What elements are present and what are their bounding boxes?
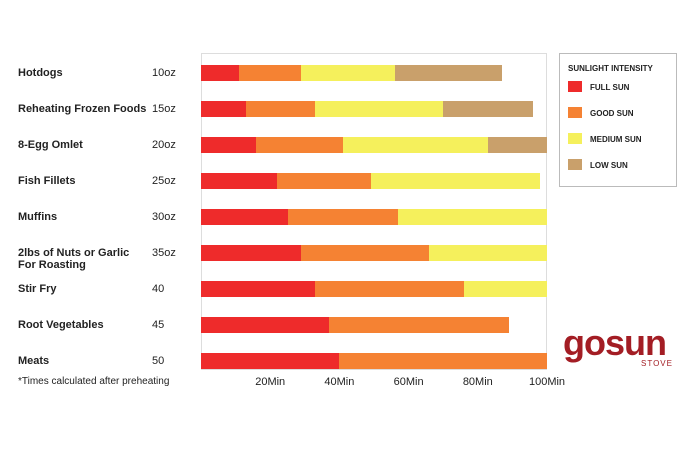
x-tick-label: 100Min	[528, 376, 566, 388]
bar-segment	[301, 65, 395, 81]
weight-label: 30oz	[152, 211, 176, 223]
bar-segment	[201, 137, 257, 153]
weight-label: 50	[152, 355, 165, 367]
bar-segment	[329, 317, 509, 333]
bar-segment	[443, 101, 534, 117]
bar-segment	[256, 137, 343, 153]
legend-swatch	[568, 159, 582, 170]
bar-segment	[398, 209, 547, 225]
legend-label: MEDIUM SUN	[590, 135, 642, 144]
bar-segment	[245, 101, 316, 117]
bar-segment	[201, 353, 340, 369]
weight-label: 25oz	[152, 175, 176, 187]
weight-label: 40	[152, 283, 165, 295]
bar-segment	[201, 317, 330, 333]
weight-label: 35oz	[152, 247, 176, 259]
legend-item: MEDIUM SUN	[568, 133, 642, 144]
bar-segment	[315, 101, 444, 117]
legend-swatch	[568, 133, 582, 144]
bar-segment	[301, 245, 430, 261]
legend-item: LOW SUN	[568, 159, 628, 170]
legend-item: FULL SUN	[568, 81, 630, 92]
category-label: Hotdogs	[18, 67, 63, 79]
weight-label: 15oz	[152, 103, 176, 115]
x-tick-label: 60Min	[393, 376, 424, 388]
bar-segment	[463, 281, 547, 297]
category-label: Reheating Frozen Foods	[18, 103, 147, 115]
x-tick-label: 20Min	[255, 376, 286, 388]
legend-item: GOOD SUN	[568, 107, 634, 118]
bar-segment	[488, 137, 547, 153]
weight-label: 10oz	[152, 67, 176, 79]
category-label: 8-Egg Omlet	[18, 139, 83, 151]
brand-tagline: STOVE	[641, 359, 673, 368]
category-label: Fish Fillets	[18, 175, 76, 187]
bar-segment	[277, 173, 371, 189]
bar-segment	[287, 209, 399, 225]
legend-label: FULL SUN	[590, 83, 630, 92]
bar-segment	[394, 65, 502, 81]
legend: SUNLIGHT INTENSITY FULL SUN GOOD SUN MEDIU…	[559, 53, 677, 187]
category-label: Meats	[18, 355, 50, 367]
x-tick-label: 40Min	[324, 376, 355, 388]
legend-label: GOOD SUN	[590, 109, 634, 118]
brand-logo: gosun	[563, 322, 667, 363]
legend-swatch	[568, 107, 582, 118]
bar-segment	[315, 281, 464, 297]
bar-segment	[201, 209, 288, 225]
category-label: Stir Fry	[18, 283, 57, 295]
bar-segment	[201, 173, 278, 189]
legend-label: LOW SUN	[590, 161, 628, 170]
bar-segment	[339, 353, 547, 369]
bar-segment	[239, 65, 302, 81]
bar-segment	[342, 137, 489, 153]
bar-segment	[201, 245, 302, 261]
bar-segment	[429, 245, 547, 261]
category-label: Root Vegetables	[18, 319, 104, 331]
category-label: Muffins	[18, 211, 58, 223]
bar-segment	[201, 281, 316, 297]
legend-swatch	[568, 81, 582, 92]
weight-label: 45	[152, 319, 165, 331]
x-tick-label: 80Min	[462, 376, 493, 388]
footnote: *Times calculated after preheating	[18, 376, 170, 387]
category-label: 2lbs of Nuts or Garlic For Roasting	[18, 247, 130, 271]
bar-segment	[201, 101, 246, 117]
bar-segment	[201, 65, 240, 81]
bar-segment	[370, 173, 541, 189]
weight-label: 20oz	[152, 139, 176, 151]
legend-title: SUNLIGHT INTENSITY	[568, 64, 653, 73]
